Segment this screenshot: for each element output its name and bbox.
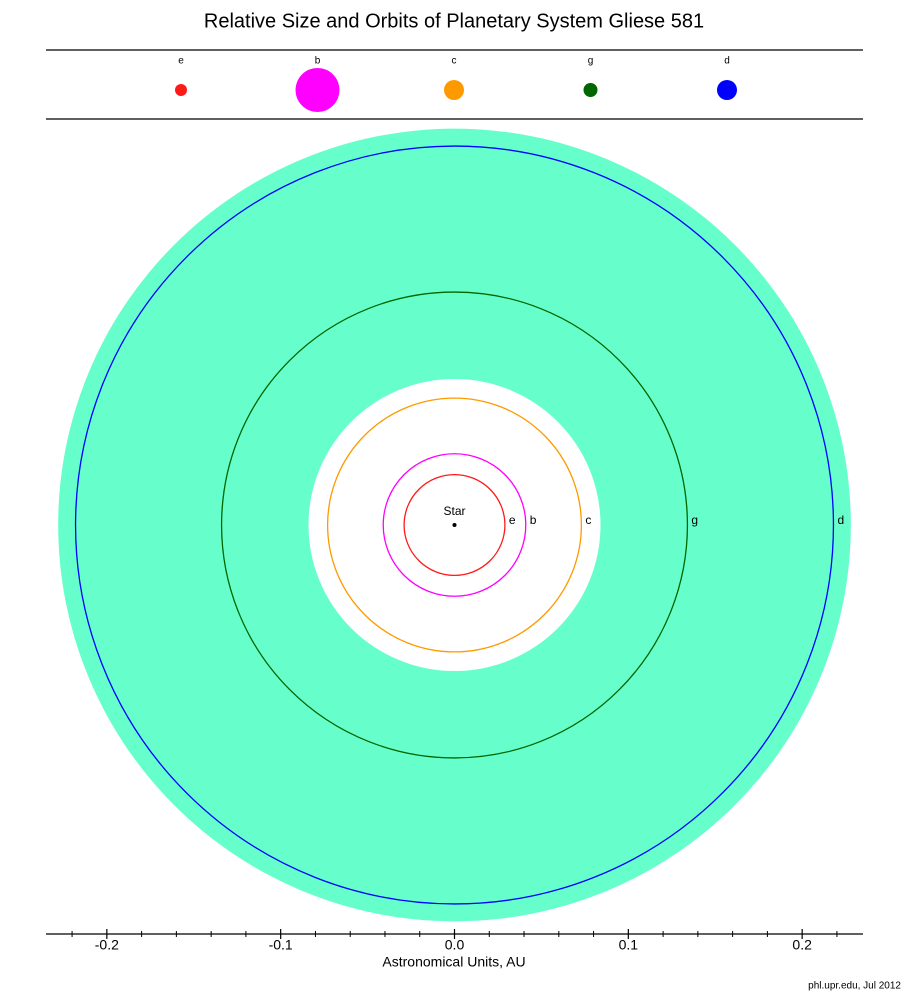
legend-label: e <box>178 56 184 67</box>
legend-label: b <box>315 56 321 67</box>
orbit-label: c <box>585 513 591 527</box>
star <box>452 523 457 527</box>
star-label: Star <box>443 504 465 518</box>
orbit-label: e <box>509 513 516 527</box>
legend-label: d <box>724 56 730 67</box>
legend-label: g <box>588 56 594 67</box>
legend-label: c <box>452 56 457 67</box>
legend-planet <box>295 68 340 112</box>
x-tick-label: 0.0 <box>445 937 465 953</box>
orbit-label: g <box>691 513 698 527</box>
orbit <box>326 397 583 653</box>
orbit <box>74 145 835 905</box>
credit: phl.upr.edu, Jul 2012 <box>808 981 901 992</box>
legend-planet <box>583 83 598 97</box>
x-tick-label: 0.1 <box>619 937 639 953</box>
orbit-label: d <box>837 513 844 527</box>
x-tick-label: -0.1 <box>269 937 293 953</box>
x-axis-label: Astronomical Units, AU <box>382 954 525 970</box>
orbit-label: b <box>530 513 537 527</box>
orbit <box>220 291 689 759</box>
chart-title: Relative Size and Orbits of Planetary Sy… <box>204 10 704 32</box>
legend-planet <box>717 80 737 100</box>
habitable-zone <box>58 128 851 922</box>
x-tick-label: 0.2 <box>792 937 812 953</box>
orbit <box>403 473 506 577</box>
legend-planet <box>444 80 464 100</box>
orbit <box>382 453 527 597</box>
x-tick-label: -0.2 <box>95 937 119 953</box>
legend-planet <box>175 84 187 96</box>
